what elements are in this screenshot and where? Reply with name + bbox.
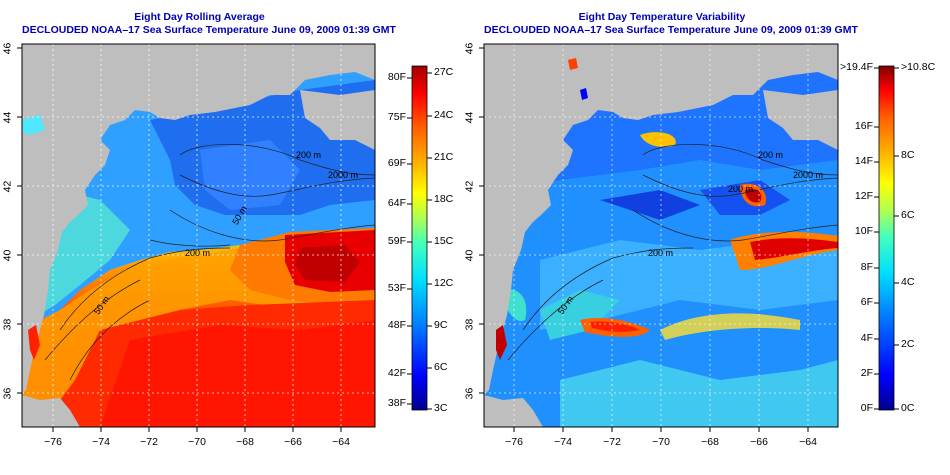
left-colorbar — [411, 65, 428, 411]
lat-tick-label: 40 — [463, 249, 476, 262]
lat-tick-label: 46 — [1, 42, 14, 55]
colorbar-f-label: 14F — [854, 155, 873, 167]
colorbar-c-label: 9C — [434, 319, 448, 331]
lon-tick-label: −66 — [750, 436, 768, 448]
colorbar-f-label: 10F — [854, 225, 873, 237]
contour-label: 200 m — [728, 184, 754, 194]
lon-tick-label: −72 — [140, 436, 158, 448]
lon-tick-label: −68 — [236, 436, 254, 448]
colorbar-c-label: 2C — [901, 338, 915, 350]
lat-tick-label: 42 — [1, 180, 14, 193]
right-colorbar — [878, 65, 895, 411]
lat-tick-label: 38 — [1, 318, 14, 331]
lat-tick-label: 36 — [463, 387, 476, 400]
colorbar-c-label: 6C — [901, 209, 915, 221]
colorbar-f-label: 69F — [387, 157, 406, 169]
colorbar-c-label: >10.8C — [901, 61, 936, 73]
lon-tick-label: −68 — [701, 436, 719, 448]
left-title-line1: Eight Day Rolling Average — [134, 11, 265, 23]
lon-tick-label: −66 — [284, 436, 302, 448]
colorbar-c-label: 0C — [901, 402, 915, 414]
left-title-line2: DECLOUDED NOAA–17 Sea Surface Temperatur… — [22, 24, 396, 36]
contour-label: 200 m — [185, 248, 211, 258]
colorbar-f-label: 42F — [387, 367, 406, 379]
lat-tick-label: 36 — [1, 387, 14, 400]
lon-tick-label: −72 — [603, 436, 621, 448]
lon-tick-label: −76 — [44, 436, 62, 448]
colorbar-f-label: 64F — [387, 197, 406, 209]
colorbar-f-label: 4F — [860, 332, 873, 344]
contour-label: 2000 m — [328, 170, 359, 180]
colorbar-c-label: 4C — [901, 276, 915, 288]
lon-tick-label: −70 — [188, 436, 206, 448]
colorbar-c-label: 24C — [434, 109, 454, 121]
lat-tick-label: 42 — [463, 180, 476, 193]
colorbar-c-label: 3C — [434, 402, 448, 414]
colorbar-f-label: 48F — [387, 319, 406, 331]
colorbar-f-label: 38F — [387, 397, 406, 409]
lat-tick-label: 40 — [1, 249, 14, 262]
colorbar-c-label: 27C — [434, 66, 454, 78]
lat-tick-label: 44 — [463, 111, 476, 124]
contour-label: 200 m — [758, 150, 784, 160]
colorbar-c-label: 12C — [434, 277, 454, 289]
colorbar-c-label: 18C — [434, 193, 454, 205]
colorbar-f-label: 75F — [387, 111, 406, 123]
lat-tick-label: 46 — [463, 42, 476, 55]
colorbar-c-label: 6C — [434, 361, 448, 373]
lon-tick-label: −74 — [92, 436, 110, 448]
contour-label: 2000 m — [793, 170, 824, 180]
right-map — [484, 44, 838, 427]
colorbar-f-label: 12F — [854, 190, 873, 202]
lon-tick-label: −64 — [799, 436, 817, 448]
colorbar-f-label: 80F — [387, 71, 406, 83]
colorbar-f-label: 53F — [387, 282, 406, 294]
colorbar-f-label: 6F — [860, 296, 873, 308]
left-map-frame — [21, 43, 376, 428]
colorbar-c-label: 21C — [434, 151, 454, 163]
lat-tick-label: 44 — [1, 111, 14, 124]
left-map — [22, 44, 375, 427]
contour-label: 200 m — [296, 150, 322, 160]
contour-label: 200 m — [648, 248, 674, 258]
lon-tick-label: −76 — [505, 436, 523, 448]
colorbar-f-label: 8F — [860, 261, 873, 273]
colorbar-f-label: 0F — [860, 402, 873, 414]
right-title-line2: DECLOUDED NOAA–17 Sea Surface Temperatur… — [484, 24, 858, 36]
lat-tick-label: 38 — [463, 318, 476, 331]
right-title-line1: Eight Day Temperature Variability — [578, 11, 746, 23]
colorbar-c-label: 15C — [434, 235, 454, 247]
colorbar-f-label: 16F — [854, 120, 873, 132]
colorbar-f-label: >19.4F — [840, 61, 873, 73]
colorbar-c-label: 8C — [901, 149, 915, 161]
lon-tick-label: −70 — [652, 436, 670, 448]
lon-tick-label: −64 — [332, 436, 350, 448]
lon-tick-label: −74 — [554, 436, 572, 448]
colorbar-f-label: 59F — [387, 235, 406, 247]
colorbar-f-label: 2F — [860, 367, 873, 379]
